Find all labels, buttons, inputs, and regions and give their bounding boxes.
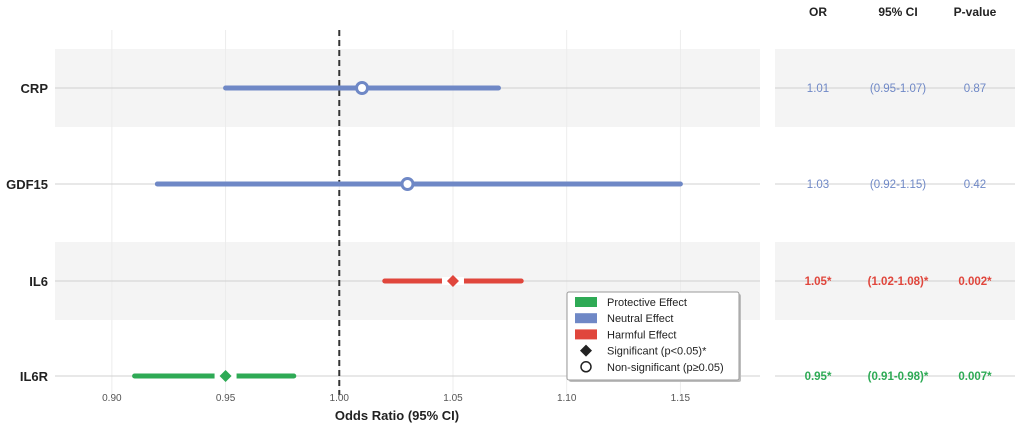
x-axis-title: Odds Ratio (95% CI)	[335, 408, 459, 423]
legend-label: Harmful Effect	[607, 329, 677, 341]
x-tick-label: 0.90	[102, 393, 122, 404]
row-label-il6: IL6	[29, 274, 48, 289]
legend: Protective Effect Neutral Effect Harmful E…	[566, 291, 741, 382]
row-lines	[55, 87, 1015, 377]
ci-cell: (0.95-1.07)	[870, 83, 926, 95]
legend-label: Neutral Effect	[607, 313, 673, 325]
legend-swatch-neutral	[575, 313, 597, 324]
or-cell: 1.05*	[805, 276, 832, 288]
legend-swatch-protective	[575, 297, 597, 307]
row-labels: CRP GDF15 IL6 IL6R	[6, 81, 49, 384]
or-cell: 1.03	[807, 179, 829, 191]
p-value-header: P-value	[954, 5, 997, 19]
or-cell: 1.01	[807, 83, 829, 95]
estimate-marks	[132, 81, 683, 382]
legend-box	[566, 291, 740, 381]
ci-header: 95% CI	[878, 5, 917, 19]
x-tick-label: 1.05	[443, 393, 463, 404]
legend-swatch-harmful	[575, 329, 597, 340]
point-circle-gdf15	[400, 177, 415, 191]
legend-label: Protective Effect	[607, 297, 687, 309]
p-value-cell: 0.87	[964, 83, 986, 95]
results-table: OR 95% CI P-value 1.01 (0.95-1.07) 0.87 1.03 (0…	[805, 5, 997, 383]
point-circle-crp	[355, 81, 370, 95]
ci-cell: (1.02-1.08)*	[868, 276, 929, 288]
point-diamond-il6	[446, 275, 459, 287]
legend-circle	[580, 361, 592, 373]
p-value-cell: 0.002*	[958, 276, 992, 288]
legend-label: Non-significant (p≥0.05)	[607, 362, 724, 374]
p-value-cell: 0.42	[964, 179, 986, 191]
row-label-il6r: IL6R	[20, 369, 49, 384]
x-tick-label: 0.95	[216, 393, 236, 404]
or-cell: 0.95*	[805, 371, 832, 383]
ci-cell: (0.92-1.15)	[870, 179, 926, 191]
x-tick-label: 1.15	[671, 393, 691, 404]
legend-label: Significant (p<0.05)*	[607, 346, 707, 358]
p-value-cell: 0.007*	[958, 371, 992, 383]
or-header: OR	[809, 5, 827, 19]
ci-cell: (0.91-0.98)*	[868, 371, 929, 383]
x-axis-ticks: 0.90 0.95 1.00 1.05 1.10 1.15	[102, 393, 690, 404]
legend-diamond	[580, 344, 592, 357]
x-tick-label: 1.00	[330, 393, 350, 404]
x-tick-label: 1.10	[557, 393, 577, 404]
point-diamond-il6r	[219, 370, 232, 382]
row-label-crp: CRP	[21, 81, 49, 96]
row-label-gdf15: GDF15	[6, 177, 48, 192]
